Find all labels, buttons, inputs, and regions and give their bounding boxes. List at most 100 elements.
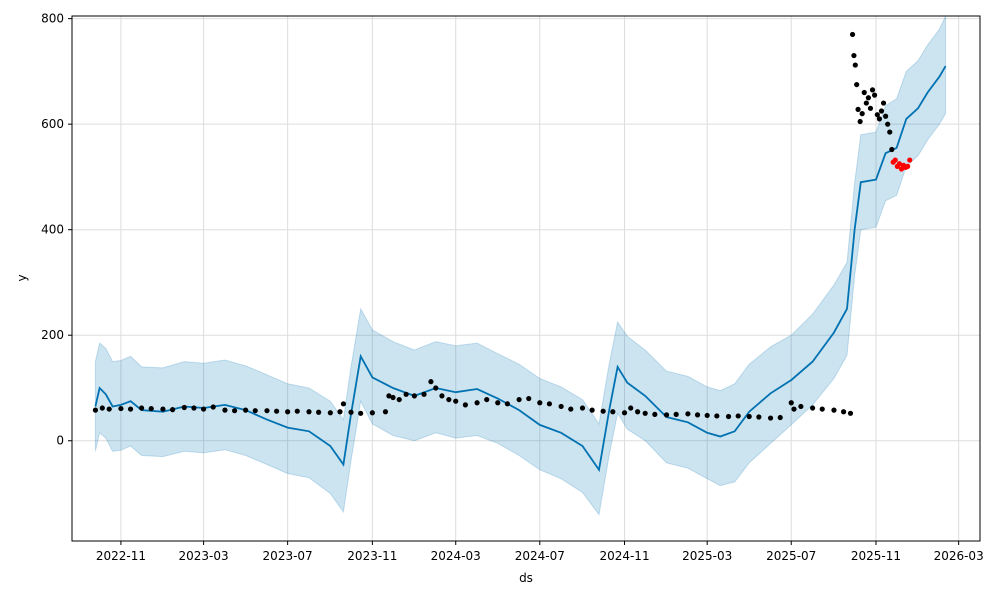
observed-point [138,405,145,411]
y-tick-label: 800 [41,12,64,26]
x-axis-label: ds [519,571,533,585]
observed-point [876,116,883,122]
observed-point [294,408,300,414]
observed-point [403,391,409,397]
observed-point [685,411,691,417]
observed-point [831,407,837,413]
observed-point [725,413,732,420]
test-point [892,157,898,163]
observed-point [421,391,427,397]
observed-point [231,408,238,414]
x-axis-ticks: 2022-11 2023-03 2023-07 2023-11 2024-03 2024-… [96,541,984,563]
observed-point [652,411,658,417]
observed-point [92,407,99,413]
observed-point [348,409,354,415]
observed-point [871,92,878,98]
observed-point [243,407,249,413]
y-axis-label: y [15,274,29,281]
observed-point [714,413,720,419]
observed-point [252,408,258,414]
observed-point [200,406,207,412]
observed-point [809,405,816,411]
observed-point [854,81,860,88]
observed-point [635,409,641,415]
observed-point [642,410,648,416]
observed-point [495,400,501,406]
observed-point [337,409,343,415]
observed-point [568,406,574,412]
observed-point [840,409,847,415]
observed-point [169,407,176,413]
observed-point [439,393,445,399]
x-tick-label: 2026-03 [934,549,984,563]
uncertainty-interval-band [94,16,947,516]
observed-point [484,396,490,403]
observed-point [382,409,389,415]
observed-point [788,400,794,406]
y-tick-label: 200 [41,328,64,342]
observed-point [852,62,858,68]
observed-point [863,100,869,106]
observed-point [340,401,347,407]
observed-point [191,405,197,411]
test-point [896,161,902,167]
observed-point [859,111,865,117]
x-tick-label: 2024-07 [515,549,565,563]
observed-points [92,31,895,421]
observed-point [819,406,825,412]
x-tick-label: 2025-11 [851,549,901,563]
observed-point [160,406,166,412]
observed-point [874,112,880,118]
observed-point [851,52,857,59]
observed-point [889,146,895,153]
observed-point [558,403,564,410]
observed-point [106,406,112,412]
observed-point [99,405,105,411]
observed-point [673,411,679,417]
observed-point [628,405,634,411]
observed-point [735,413,741,419]
observed-point [867,105,874,111]
observed-point [878,108,885,114]
x-tick-label: 2023-07 [263,549,313,563]
observed-point [306,409,312,415]
observed-point [181,404,187,411]
y-axis-ticks: 0 200 400 600 800 [41,12,72,448]
observed-point [264,408,270,414]
observed-point [118,405,124,412]
observed-point [358,410,364,416]
x-tick-label: 2024-03 [431,549,481,563]
test-points [890,157,913,172]
observed-point [883,113,889,119]
test-point [907,157,913,163]
observed-point [704,412,710,419]
observed-point [316,409,322,415]
observed-point [396,396,402,403]
observed-point [274,408,280,414]
observed-point [504,401,510,407]
observed-point [390,394,396,401]
observed-point [222,407,228,413]
x-tick-label: 2025-07 [766,549,816,563]
test-point [905,163,911,169]
observed-point [855,106,861,112]
x-tick-label: 2025-03 [682,549,732,563]
observed-point [869,87,876,93]
observed-point [148,405,154,412]
observed-point [777,414,783,421]
observed-point [600,408,606,414]
observed-point [127,406,134,412]
plot-frame [71,15,981,542]
observed-point [446,396,452,403]
observed-point [861,89,867,96]
x-tick-label: 2023-11 [347,549,397,563]
observed-point [537,400,543,406]
observed-point [433,385,439,391]
observed-point [210,404,216,410]
observed-point [327,410,333,416]
observed-point [885,121,891,127]
observed-point [756,414,762,420]
observed-point [798,403,804,410]
y-tick-label: 400 [41,223,64,237]
